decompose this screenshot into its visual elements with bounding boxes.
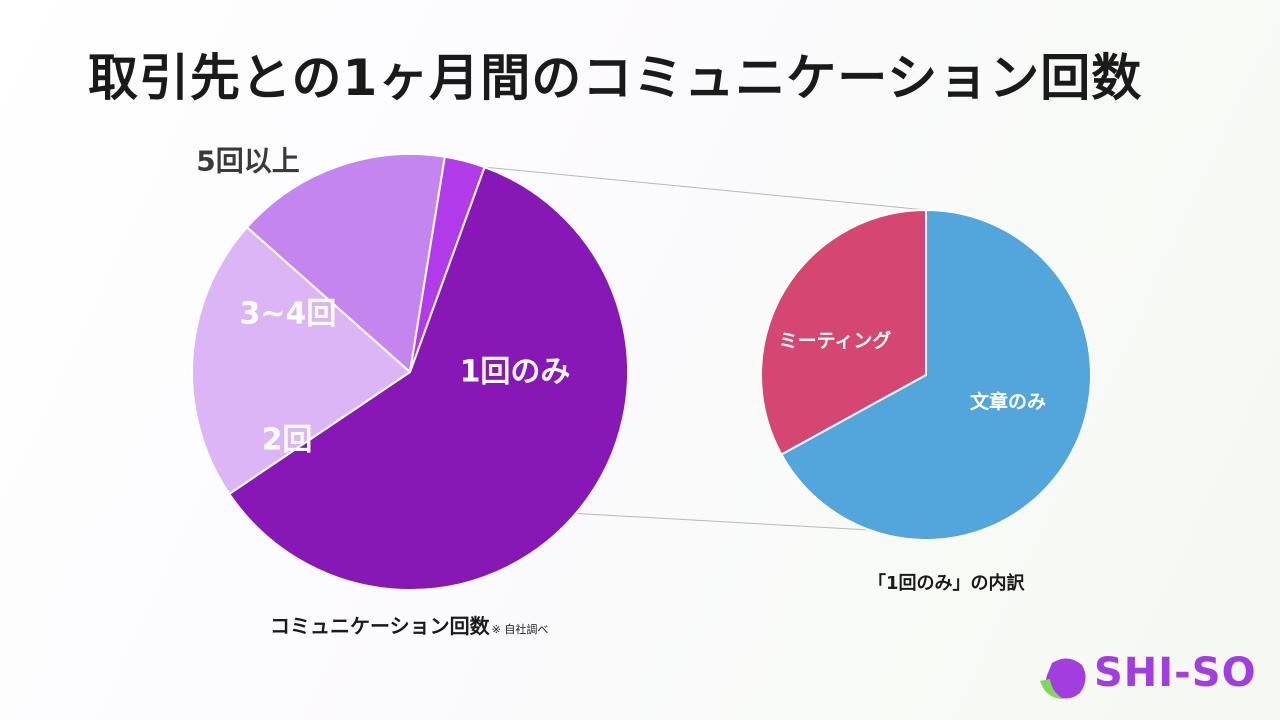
main-chart-caption: コミュニケーション回数 ※ 自社調べ — [270, 610, 548, 639]
sub-slice-meeting — [760, 209, 927, 456]
main-chart-title: コミュニケーション回数 — [270, 614, 490, 638]
main-label-three-four-times: 3~4回 — [240, 297, 337, 332]
logo-text: SHI-SO — [1094, 650, 1257, 696]
connector-line-top — [484, 166, 927, 211]
main-label-five-plus-times: 5回以上 — [196, 145, 299, 178]
main-slice-five-plus-times — [409, 155, 486, 373]
main-slice-three-four-times — [245, 153, 446, 373]
main-slice-one-time — [228, 166, 629, 591]
source-note: ※ 自社調べ — [491, 623, 549, 636]
main-slice-two-times — [191, 226, 411, 495]
sub-label-meeting: ミーティング — [779, 329, 892, 352]
main-label-one-time: 1回のみ — [460, 355, 571, 390]
leaf-logo-icon — [1040, 658, 1086, 699]
sub-slice-text-only — [780, 209, 1092, 541]
page-title: 取引先との1ヶ月間のコミュニケーション回数 — [88, 49, 1143, 107]
main-label-two-times: 2回 — [262, 423, 313, 458]
sub-chart-caption: 「1回のみ」の内訳 — [868, 573, 1025, 594]
sub-label-text-only: 文章のみ — [970, 390, 1046, 413]
